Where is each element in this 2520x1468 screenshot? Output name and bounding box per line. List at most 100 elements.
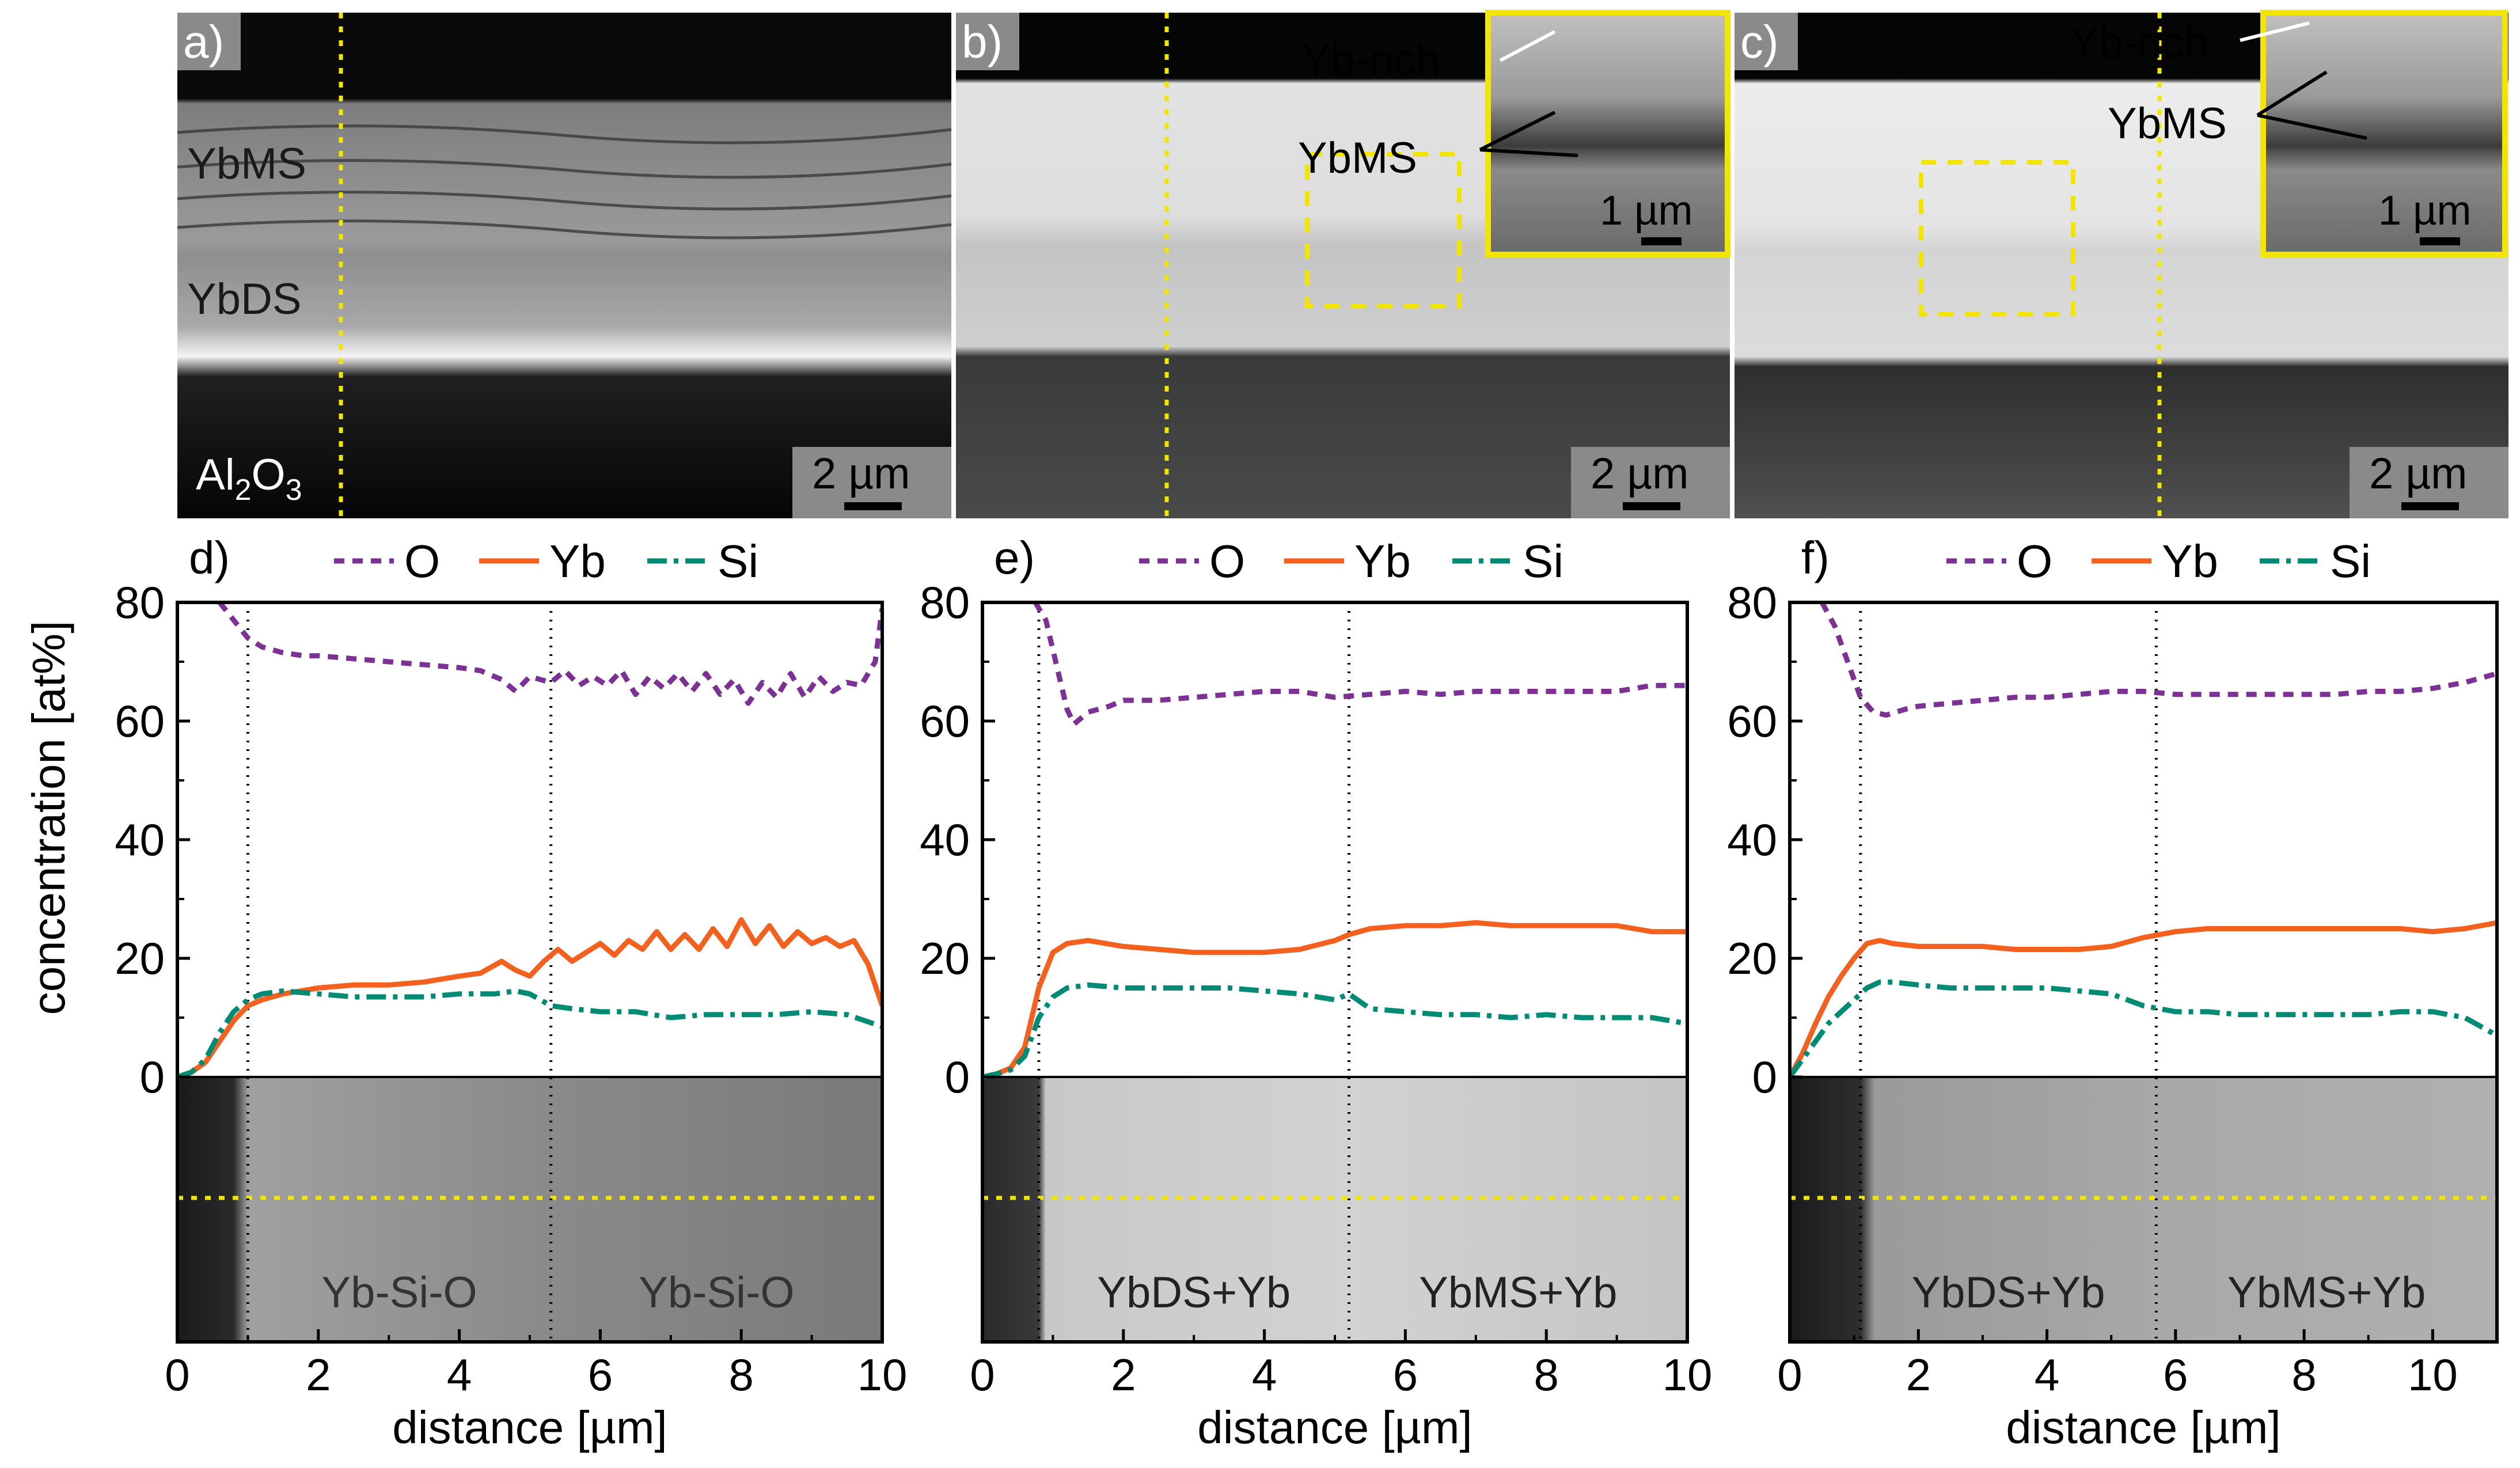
legend-label-o: O xyxy=(404,536,440,587)
legend-label-si: Si xyxy=(718,536,758,587)
inset-scale-bar-c xyxy=(2420,237,2460,245)
series-yb-line xyxy=(1790,920,2497,1079)
annotation-ybms-c: YbMS xyxy=(2108,99,2227,148)
series-o-line xyxy=(217,602,882,706)
arrow-ybms-b-1 xyxy=(1479,111,1556,151)
x-tick-label: 2 xyxy=(1906,1349,1931,1400)
y-tick-label: 60 xyxy=(920,696,970,746)
layer-label-ybms: YbMS xyxy=(187,139,306,188)
sem-panel-b: b) Yb-rich YbMS 2 µm 1 µm xyxy=(956,10,1730,518)
legend-label-o: O xyxy=(2017,536,2052,587)
scale-bar-label-c: 2 µm xyxy=(2369,449,2467,498)
micrograph-label: Yb-Si-O xyxy=(321,1268,477,1317)
x-tick-label: 0 xyxy=(970,1349,995,1400)
scale-bar-label-a: 2 µm xyxy=(812,449,910,498)
plot-frame xyxy=(1788,601,2499,1344)
micrograph-strip xyxy=(177,1077,882,1342)
y-tick-label: 80 xyxy=(115,577,165,628)
panel-label: d) xyxy=(189,532,230,583)
x-axis-title: distance [µm] xyxy=(2006,1402,2280,1453)
x-tick-label: 6 xyxy=(588,1349,613,1400)
x-tick-label: 8 xyxy=(1534,1349,1559,1400)
series-si-line xyxy=(1790,979,2497,1079)
x-tick-label: 4 xyxy=(447,1349,472,1400)
panel-label: e) xyxy=(994,532,1035,583)
x-tick-label: 10 xyxy=(2408,1349,2458,1400)
y-tick-label: 80 xyxy=(920,577,970,628)
x-tick-label: 4 xyxy=(2035,1349,2059,1400)
panel-label-b: b) xyxy=(962,16,1003,67)
x-tick-label: 2 xyxy=(306,1349,331,1400)
legend: O Yb Si xyxy=(1139,536,1563,587)
micrograph-label: YbMS+Yb xyxy=(1419,1268,1617,1317)
y-tick-label: 80 xyxy=(1727,577,1777,628)
annotation-ybms-b: YbMS xyxy=(1298,134,1417,183)
x-tick-label: 8 xyxy=(729,1349,754,1400)
y-tick-label: 20 xyxy=(115,933,165,984)
inset-image-b xyxy=(1485,10,1730,257)
inset-scale-bar-b xyxy=(1641,237,1682,245)
legend-label-yb: Yb xyxy=(549,536,606,587)
y-tick-label: 60 xyxy=(1727,696,1777,746)
x-tick-label: 0 xyxy=(165,1349,189,1400)
substrate-label-al2o3: Al2O3 xyxy=(196,450,302,507)
legend-label-si: Si xyxy=(2330,536,2371,587)
micrograph-label: Yb-Si-O xyxy=(639,1268,794,1317)
panel-label-c: c) xyxy=(1740,16,1779,67)
x-tick-label: 6 xyxy=(2163,1349,2188,1400)
arrow-ybms-c-2 xyxy=(2257,113,2367,140)
x-tick-label: 0 xyxy=(1777,1349,1802,1400)
scale-bar-label-b: 2 µm xyxy=(1591,449,1688,498)
y-tick-label: 40 xyxy=(920,814,970,865)
sem-image-a xyxy=(177,13,951,518)
legend: O Yb Si xyxy=(334,536,758,587)
plot-panel-2: YbDS+Yb YbMS+Yb 0 20 40 60 80 0 2 4 6 8 10 distance [… xyxy=(920,532,1712,1453)
legend: O Yb Si xyxy=(1946,536,2371,587)
sem-panel-a: a) YbMS YbDS Al2O3 2 µm xyxy=(177,13,952,518)
inset-scale-bar-label-c: 1 µm xyxy=(2378,188,2472,234)
y-tick-label: 20 xyxy=(920,933,970,984)
x-axis-title: distance [µm] xyxy=(1197,1402,1472,1453)
y-tick-label: 20 xyxy=(1727,933,1777,984)
y-tick-label: 60 xyxy=(115,696,165,746)
scale-bar-a xyxy=(844,502,902,510)
arrow-yb-rich-c xyxy=(2240,21,2310,42)
series-si-line xyxy=(177,988,882,1079)
micrograph-strip xyxy=(1790,1077,2497,1342)
series-o-line xyxy=(1033,602,1687,727)
legend-label-yb: Yb xyxy=(1354,536,1411,587)
y-axis-title: concentration [at%] xyxy=(23,621,74,1015)
micrograph-label: YbDS+Yb xyxy=(1912,1268,2105,1317)
micrograph-label: YbMS+Yb xyxy=(2227,1268,2426,1317)
x-tick-label: 8 xyxy=(2291,1349,2316,1400)
y-tick-label: 40 xyxy=(115,814,165,865)
x-tick-label: 10 xyxy=(857,1349,908,1400)
annotation-yb-rich-b: Yb-rich xyxy=(1301,36,1440,85)
x-tick-label: 4 xyxy=(1252,1349,1277,1400)
x-axis-title: distance [µm] xyxy=(392,1402,667,1453)
layer-lines-a xyxy=(177,124,952,240)
panel-label-a: a) xyxy=(183,16,224,67)
panel-label-box-b xyxy=(956,13,1019,70)
arrow-yb-rich-b xyxy=(1499,30,1556,62)
arrow-ybms-c-1 xyxy=(2256,70,2328,117)
series-si-line xyxy=(982,982,1687,1079)
annotation-yb-rich-c: Yb-rich xyxy=(2070,18,2208,67)
scale-bar-b xyxy=(1623,502,1680,510)
inset-scale-bar-label-b: 1 µm xyxy=(1600,188,1693,234)
scale-bar-c xyxy=(2401,502,2459,510)
inset-region-b xyxy=(1305,152,1462,309)
y-tick-label: 0 xyxy=(140,1052,165,1102)
x-tick-label: 2 xyxy=(1111,1349,1136,1400)
series-yb-line xyxy=(177,917,882,1079)
inset-image-c xyxy=(2260,10,2508,257)
y-tick-label: 0 xyxy=(945,1052,970,1102)
panel-label: f) xyxy=(1801,532,1830,583)
series-yb-line xyxy=(982,920,1687,1079)
plot-panel-3: YbDS+Yb YbMS+Yb 0 20 40 60 80 0 2 4 6 8 10 distance [… xyxy=(1727,532,2499,1453)
x-tick-label: 10 xyxy=(1663,1349,1713,1400)
micrograph-strip xyxy=(982,1077,1687,1342)
y-tick-label: 40 xyxy=(1727,814,1777,865)
series-o-line xyxy=(1819,602,2497,718)
